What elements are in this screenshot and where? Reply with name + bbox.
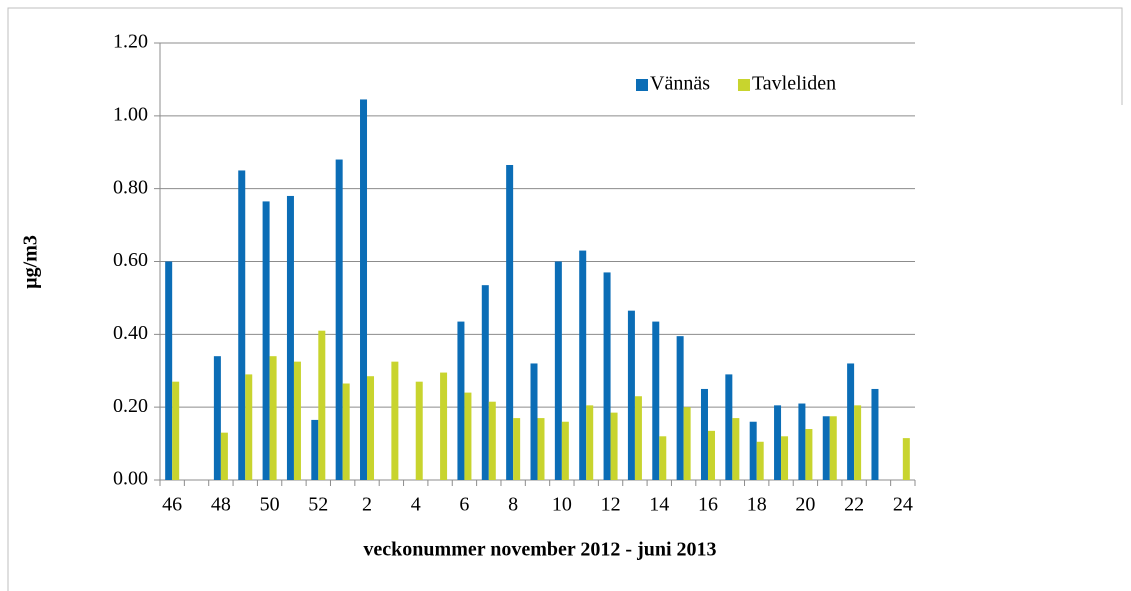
legend-swatch xyxy=(737,79,750,91)
bar xyxy=(335,159,343,481)
bar xyxy=(756,441,764,480)
frame xyxy=(7,7,1123,591)
bar xyxy=(610,412,618,480)
bar xyxy=(732,418,740,480)
x-tick-label: 6 xyxy=(459,494,469,516)
bar xyxy=(659,436,667,480)
bar xyxy=(213,356,221,480)
bar xyxy=(342,383,350,480)
bar xyxy=(464,392,472,480)
bar xyxy=(286,195,294,480)
bar xyxy=(506,164,514,480)
bar xyxy=(561,421,569,480)
bar xyxy=(707,430,715,480)
bar xyxy=(488,401,496,480)
bar xyxy=(798,403,806,480)
bar xyxy=(220,432,228,480)
bar xyxy=(902,438,910,480)
bar xyxy=(847,363,855,480)
y-tick-label: 0.60 xyxy=(113,249,148,271)
bar xyxy=(269,356,277,480)
y-tick-label: 1.20 xyxy=(113,31,148,53)
bar xyxy=(586,405,594,480)
bar xyxy=(165,261,173,480)
bar xyxy=(513,418,521,480)
bar xyxy=(172,381,180,480)
legend-label: Vännäs xyxy=(650,73,710,95)
bar xyxy=(537,418,545,480)
bar xyxy=(440,372,448,480)
bar xyxy=(805,429,813,480)
bar xyxy=(822,416,830,480)
bar xyxy=(829,416,837,480)
x-axis-label: veckonummer november 2012 - juni 2013 xyxy=(363,539,716,561)
bar xyxy=(262,201,270,480)
bar xyxy=(360,99,368,480)
x-tick-label: 48 xyxy=(211,494,231,516)
x-tick-label: 12 xyxy=(601,494,621,516)
x-tick-label: 14 xyxy=(649,494,669,516)
x-tick-label: 24 xyxy=(893,494,913,516)
x-tick-label: 18 xyxy=(747,494,767,516)
y-tick-label: 0.20 xyxy=(113,395,148,417)
bar xyxy=(683,407,691,480)
x-tick-label: 22 xyxy=(844,494,864,516)
bar xyxy=(293,361,301,480)
bar xyxy=(367,376,375,480)
bar xyxy=(781,436,789,480)
bar xyxy=(318,330,326,480)
x-tick-label: 4 xyxy=(411,494,421,516)
x-tick-label: 50 xyxy=(260,494,280,516)
bar xyxy=(700,388,708,480)
bar xyxy=(391,361,399,480)
x-tick-label: 8 xyxy=(508,494,518,516)
y-tick-label: 0.40 xyxy=(113,322,148,344)
bar xyxy=(749,421,757,480)
x-tick-label: 16 xyxy=(698,494,718,516)
bar xyxy=(530,363,538,480)
y-tick-label: 0.80 xyxy=(113,176,148,198)
y-tick-label: 1.00 xyxy=(113,103,148,125)
legend-swatch xyxy=(636,79,648,91)
bar xyxy=(579,250,587,480)
y-tick-label: 0.00 xyxy=(113,468,148,490)
bar xyxy=(415,381,423,480)
bar xyxy=(652,321,660,480)
bar xyxy=(245,374,253,480)
y-axis-label: µg/m3 xyxy=(20,235,42,289)
bar xyxy=(627,310,635,480)
bar xyxy=(311,419,319,480)
bar xyxy=(676,336,684,480)
bar xyxy=(238,170,246,481)
x-tick-label: 10 xyxy=(552,494,572,516)
bar xyxy=(725,374,733,480)
bar xyxy=(854,405,862,480)
bar xyxy=(603,272,611,480)
bar xyxy=(554,261,562,480)
bar xyxy=(481,285,489,480)
x-tick-label: 2 xyxy=(362,494,372,516)
x-tick-label: 46 xyxy=(162,494,182,516)
bar xyxy=(774,405,782,480)
bar xyxy=(871,388,879,480)
bar xyxy=(457,321,465,480)
legend-label: Tavleliden xyxy=(752,73,836,95)
bar xyxy=(634,396,642,480)
x-tick-label: 20 xyxy=(795,494,815,516)
x-tick-label: 52 xyxy=(308,494,328,516)
